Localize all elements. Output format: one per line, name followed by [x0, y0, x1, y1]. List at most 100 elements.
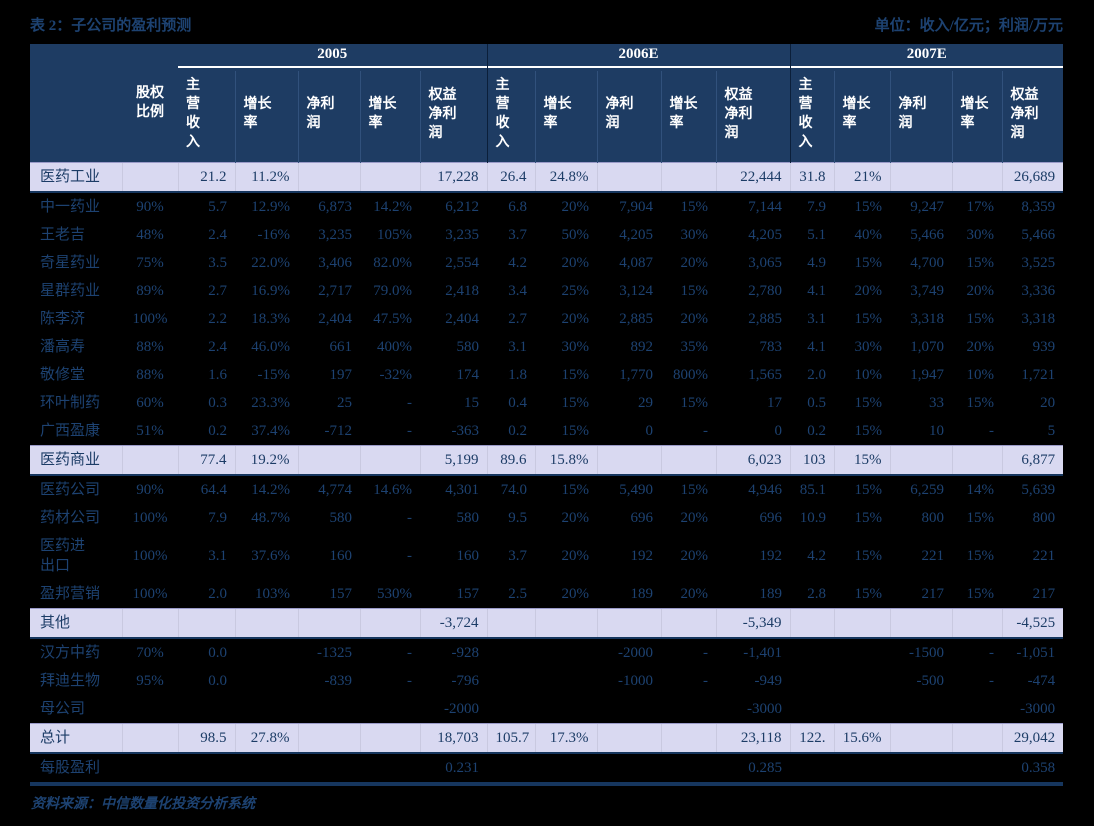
- value-cell: [889, 722, 953, 754]
- table-row: 环叶制药 60% 0.3 23.3% 25 - 15 0.4 15% 29 15% 17 0.5 15% 3…: [30, 389, 1063, 417]
- value-cell: 221: [1032, 547, 1056, 564]
- table-row: 陈李济 100% 2.2 18.3% 2,404 47.5% 2,404 2.7 20% 2,88…: [30, 305, 1063, 333]
- value-cell: 25: [337, 394, 352, 411]
- value-cell: [297, 607, 360, 639]
- row-name: 星群药业: [40, 282, 101, 299]
- value-cell: 0.0: [208, 672, 227, 689]
- value-cell: 800: [921, 509, 945, 526]
- value-cell: 5,466: [1021, 226, 1056, 243]
- value-cell: [952, 695, 1002, 724]
- value-cell: 29,042: [1001, 722, 1064, 754]
- equity-ratio-cell: 60%: [136, 394, 164, 411]
- value-cell: [790, 695, 834, 724]
- col-header-growth: 增长 率: [833, 71, 891, 162]
- value-cell: 15%: [854, 509, 883, 526]
- row-name: 陈李济: [40, 310, 86, 327]
- value-cell: [297, 444, 360, 476]
- value-cell: [297, 722, 360, 754]
- value-cell: 800%: [673, 366, 709, 383]
- value-cell: 7,144: [748, 198, 783, 215]
- value-cell: [597, 753, 661, 784]
- value-cell: 18,703: [419, 722, 488, 754]
- value-cell: 103: [789, 444, 835, 476]
- value-cell: [359, 444, 420, 476]
- value-cell: 3.4: [508, 282, 528, 299]
- equity-ratio-cell: [122, 753, 178, 784]
- value-cell: 15%: [561, 422, 590, 439]
- equity-ratio-cell: 48%: [136, 226, 164, 243]
- value-cell: 122.: [789, 722, 835, 754]
- value-cell: 1,947: [910, 366, 945, 383]
- value-cell: [360, 753, 420, 784]
- value-cell: [297, 161, 360, 193]
- equity-ratio-cell: 51%: [136, 422, 164, 439]
- value-cell: [487, 695, 535, 724]
- value-cell: 2.7: [208, 282, 227, 299]
- table-row: 母公司 -2000 -3000 -3000: [30, 695, 1063, 724]
- value-cell: 23.3%: [251, 394, 290, 411]
- value-cell: [889, 161, 953, 193]
- year-2006e-header: 2006E: [486, 44, 791, 71]
- value-cell: -363: [451, 422, 480, 439]
- value-cell: 30%: [854, 338, 883, 355]
- col-header-growth: 增长 率: [359, 71, 420, 162]
- table-row: 潘高寿 88% 2.4 46.0% 661 400% 580 3.1 30% 892 35% 783 4…: [30, 333, 1063, 361]
- value-cell: 2,717: [318, 282, 352, 299]
- value-cell: -796: [451, 672, 480, 689]
- value-cell: [834, 695, 890, 724]
- value-cell: [661, 753, 716, 784]
- table-body: 医药工业 21.2 11.2% 17,228 26.4 24.8% 22,444 31.8 21…: [30, 161, 1064, 784]
- value-cell: 30%: [966, 226, 995, 243]
- table-row: 医药公司 90% 64.4 14.2% 4,774 14.6% 4,301 74.0 15% 5,…: [30, 475, 1063, 504]
- value-cell: [359, 607, 420, 639]
- value-cell: 3.1: [807, 310, 827, 327]
- value-cell: 15%: [854, 422, 883, 439]
- value-cell: 89.6: [486, 444, 536, 476]
- value-cell: -5,349: [715, 607, 791, 639]
- value-cell: 19.2%: [234, 444, 298, 476]
- row-name: 其他: [30, 607, 122, 639]
- value-cell: -1000: [618, 672, 654, 689]
- col-header-growth: 增长 率: [234, 71, 298, 162]
- row-name: 每股盈利: [40, 759, 101, 776]
- value-cell: 15%: [680, 394, 709, 411]
- value-cell: 6,212: [445, 198, 480, 215]
- value-cell: [597, 695, 661, 724]
- value-cell: [178, 753, 235, 784]
- equity-ratio-cell: [122, 695, 178, 724]
- value-cell: 939: [1032, 338, 1056, 355]
- table-caption-bar: 表 2：子公司的盈利预测 单位：收入/亿元；利润/万元: [30, 14, 1063, 35]
- value-cell: 20%: [561, 585, 590, 602]
- value-cell: 15%: [680, 198, 709, 215]
- value-cell: 37.4%: [251, 422, 290, 439]
- value-cell: 11.2%: [234, 161, 298, 193]
- value-cell: -1,401: [743, 644, 783, 661]
- value-cell: [889, 607, 953, 639]
- row-name: 潘高寿: [40, 338, 86, 355]
- year-2006e-label: 2006E: [487, 44, 790, 68]
- value-cell: 37.6%: [251, 547, 290, 564]
- value-cell: 103%: [255, 585, 290, 602]
- value-cell: [596, 444, 662, 476]
- value-cell: -: [989, 422, 995, 439]
- value-cell: 4,087: [619, 254, 654, 271]
- value-cell: 30%: [561, 338, 590, 355]
- value-cell: 2.0: [807, 366, 827, 383]
- value-cell: 0.3: [208, 394, 227, 411]
- row-name: 汉方中药: [40, 644, 101, 661]
- value-cell: [889, 444, 953, 476]
- value-cell: [535, 753, 597, 784]
- value-cell: 160: [329, 547, 353, 564]
- equity-ratio-cell: 70%: [136, 644, 164, 661]
- value-cell: 15%: [561, 366, 590, 383]
- equity-ratio-cell: 90%: [136, 198, 164, 215]
- value-cell: 1.8: [508, 366, 528, 383]
- value-cell: 48.7%: [251, 509, 290, 526]
- equity-ratio-cell: 89%: [136, 282, 164, 299]
- value-cell: 2,780: [748, 282, 783, 299]
- value-cell: [660, 444, 717, 476]
- value-cell: [660, 607, 717, 639]
- value-cell: [177, 607, 235, 639]
- value-cell: 20%: [680, 547, 709, 564]
- value-cell: 79.0%: [373, 282, 412, 299]
